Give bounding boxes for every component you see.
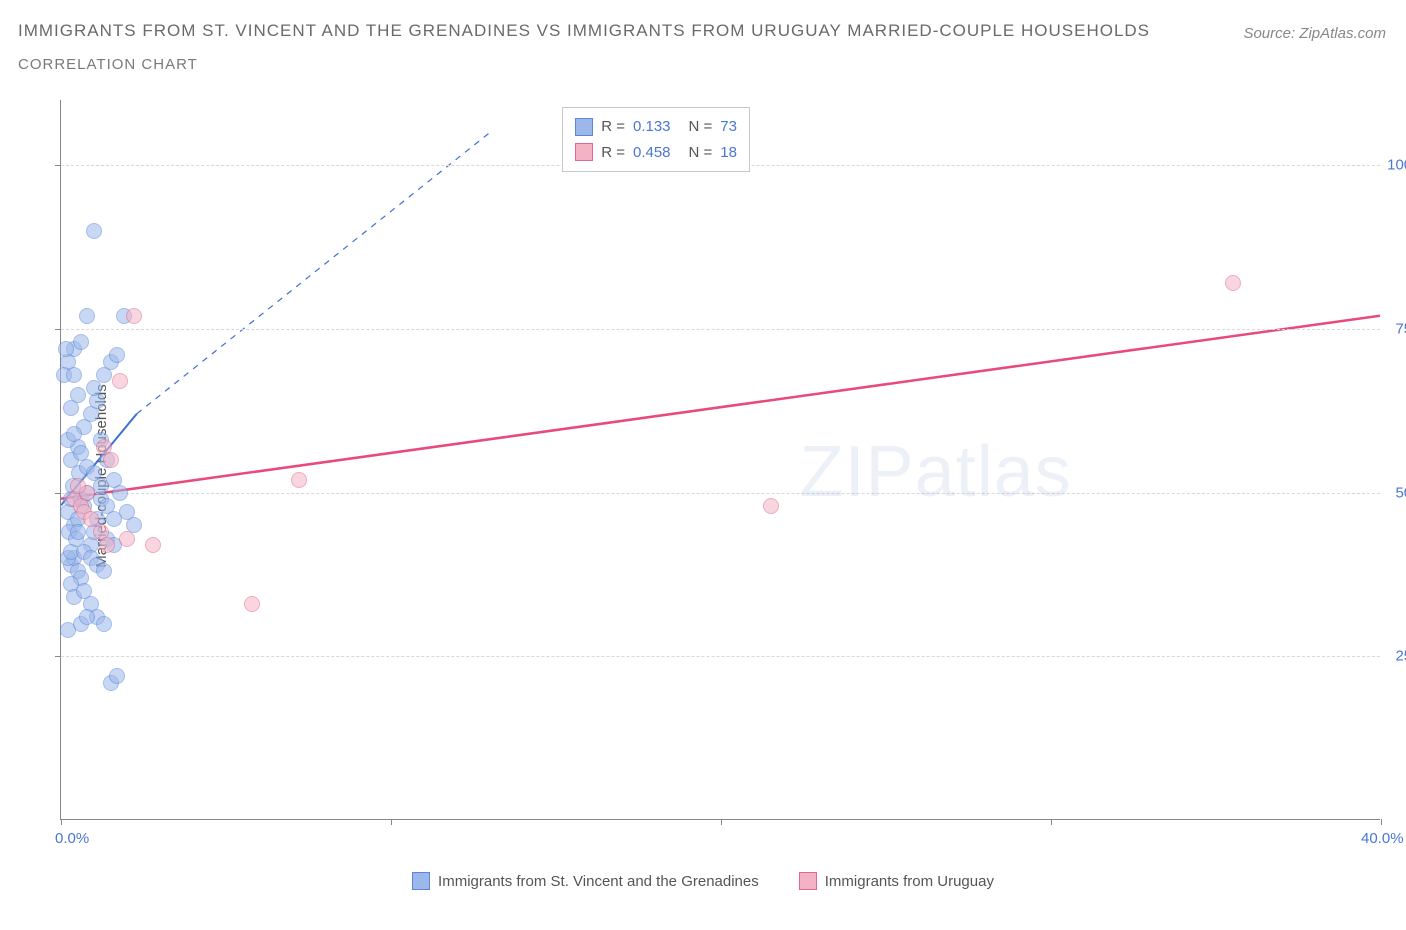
stat-r-label: R = [601, 114, 625, 140]
series-swatch [575, 143, 593, 161]
data-point [73, 334, 89, 350]
series-swatch [575, 118, 593, 136]
stats-row: R = 0.133 N = 73 [575, 114, 737, 140]
stat-r-label: R = [601, 140, 625, 166]
data-point [70, 524, 86, 540]
gridline [61, 656, 1380, 657]
y-tick-label: 75.0% [1395, 321, 1406, 338]
stat-r-value: 0.133 [633, 114, 671, 140]
data-point [79, 609, 95, 625]
legend-swatch [799, 872, 817, 890]
correlation-chart: Married-couple Households 25.0%50.0%75.0… [18, 96, 1388, 856]
stat-n-value: 18 [720, 140, 737, 166]
data-point [66, 367, 82, 383]
stats-row: R = 0.458 N = 18 [575, 140, 737, 166]
data-point [763, 498, 779, 514]
legend-label: Immigrants from Uruguay [825, 873, 994, 890]
data-point [103, 452, 119, 468]
watermark: ZIPatlas [800, 431, 1072, 513]
data-point [79, 308, 95, 324]
trend-lines [61, 100, 1380, 819]
data-point [66, 426, 82, 442]
data-point [96, 616, 112, 632]
x-tick-label: 40.0% [1361, 830, 1404, 847]
data-point [58, 341, 74, 357]
page-title: IMMIGRANTS FROM ST. VINCENT AND THE GREN… [18, 18, 1150, 44]
legend: Immigrants from St. Vincent and the Gren… [18, 872, 1388, 890]
data-point [70, 387, 86, 403]
stat-n-label: N = [689, 140, 713, 166]
data-point [106, 511, 122, 527]
data-point [145, 537, 161, 553]
data-point [291, 472, 307, 488]
plot-area: 25.0%50.0%75.0%100.0%0.0%40.0%ZIPatlasR … [60, 100, 1380, 820]
data-point [86, 223, 102, 239]
legend-swatch [412, 872, 430, 890]
data-point [119, 531, 135, 547]
data-point [244, 596, 260, 612]
stat-r-value: 0.458 [633, 140, 671, 166]
data-point [96, 563, 112, 579]
data-point [1225, 275, 1241, 291]
gridline [61, 493, 1380, 494]
y-tick-label: 100.0% [1387, 157, 1406, 174]
data-point [86, 380, 102, 396]
stat-n-value: 73 [720, 114, 737, 140]
data-point [112, 373, 128, 389]
data-point [70, 478, 86, 494]
legend-item: Immigrants from Uruguay [799, 872, 994, 890]
data-point [109, 347, 125, 363]
data-point [112, 485, 128, 501]
data-point [109, 668, 125, 684]
y-tick-label: 25.0% [1395, 648, 1406, 665]
data-point [99, 537, 115, 553]
gridline [61, 329, 1380, 330]
data-point [83, 511, 99, 527]
source-credit: Source: ZipAtlas.com [1243, 25, 1386, 44]
x-tick-label: 0.0% [55, 830, 89, 847]
data-point [126, 308, 142, 324]
legend-item: Immigrants from St. Vincent and the Gren… [412, 872, 759, 890]
stats-box: R = 0.133 N = 73 R = 0.458 N = 18 [562, 107, 750, 172]
stat-n-label: N = [689, 114, 713, 140]
page-subtitle: CORRELATION CHART [0, 50, 1406, 87]
y-tick-label: 50.0% [1395, 484, 1406, 501]
legend-label: Immigrants from St. Vincent and the Gren… [438, 873, 759, 890]
